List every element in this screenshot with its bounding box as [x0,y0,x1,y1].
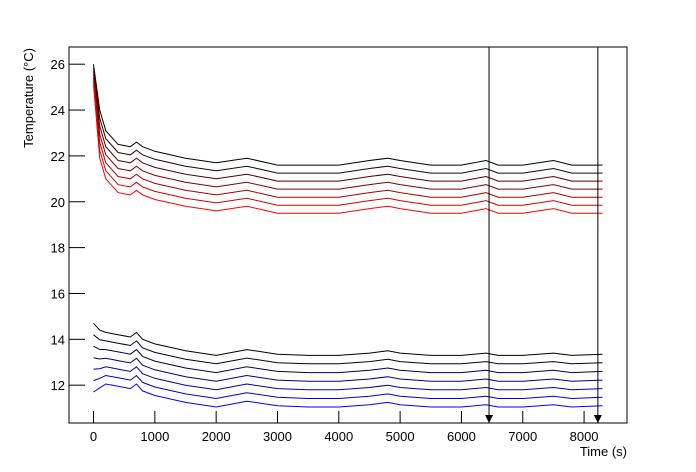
marker-arrow [593,415,602,423]
data-line [93,383,603,408]
y-tick-label: 14 [51,332,65,347]
x-axis-label: Time (s) [580,444,627,459]
data-line [93,81,603,206]
x-tick-label: 0 [90,429,97,444]
marker-arrow [485,415,494,423]
x-tick-label: 7000 [508,429,537,444]
y-tick-label: 20 [51,195,65,210]
y-axis-label: Temperature (°C) [21,48,36,148]
x-tick-label: 3000 [263,429,292,444]
data-line [93,345,603,374]
x-tick-label: 6000 [447,429,476,444]
y-tick-label: 24 [51,103,65,118]
x-tick-label: 2000 [202,429,231,444]
data-line [93,366,603,391]
y-tick-label: 16 [51,286,65,301]
data-line [93,74,603,190]
x-tick-label: 5000 [386,429,415,444]
y-tick-label: 26 [51,57,65,72]
plot-frame [68,46,628,424]
data-line [93,77,603,198]
x-tick-label: 4000 [324,429,353,444]
y-tick-label: 12 [51,378,65,393]
x-tick-label: 8000 [570,429,599,444]
data-line [93,322,603,356]
y-tick-label: 18 [51,241,65,256]
y-tick-label: 22 [51,149,65,164]
data-line [93,334,603,365]
data-line [93,71,603,182]
data-line [93,67,603,174]
data-line [93,64,603,166]
data-line [93,374,603,400]
data-line [93,84,603,214]
data-line [93,357,603,382]
x-tick-label: 1000 [140,429,169,444]
